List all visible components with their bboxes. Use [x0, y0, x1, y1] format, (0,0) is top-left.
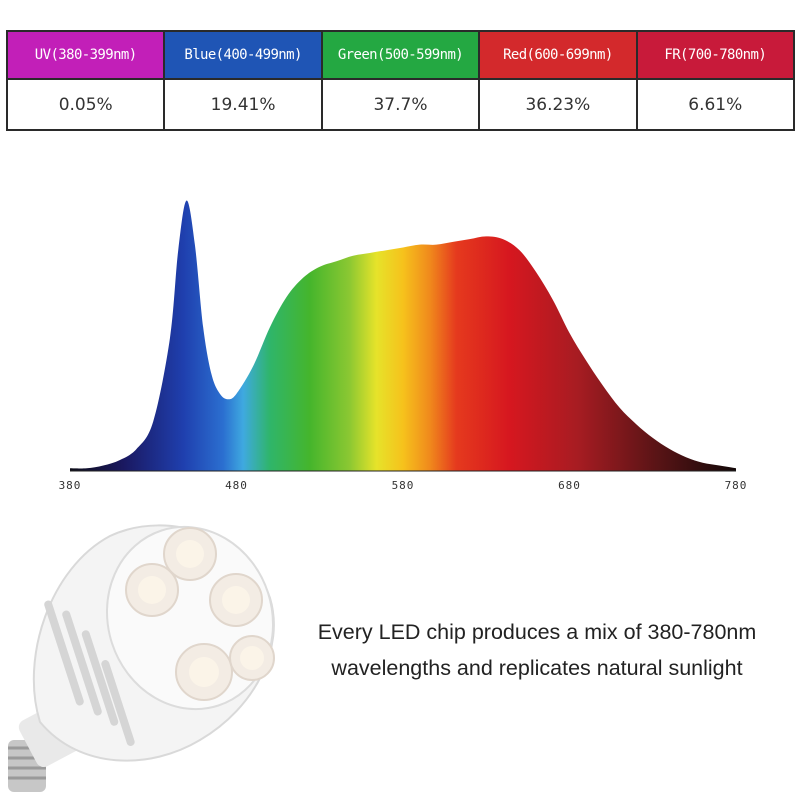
band-header-green: Green(500-599nm)	[320, 30, 481, 80]
bulb-vents	[44, 600, 135, 746]
caption-line-1: Every LED chip produces a mix of 380-780…	[317, 620, 757, 644]
spectrum-value-row: 0.05% 19.41% 37.7% 36.23% 6.61%	[5, 78, 796, 131]
x-tick-label-480: 480	[225, 479, 248, 492]
x-tick-label-780: 780	[725, 479, 748, 492]
band-header-fr: FR(700-780nm)	[635, 30, 796, 80]
band-value-uv: 0.05%	[5, 78, 166, 131]
caption-line-2: wavelengths and replicates natural sunli…	[331, 656, 743, 680]
spectrum-header-row: UV(380-399nm) Blue(400-499nm) Green(500-…	[5, 30, 796, 80]
led-chips	[125, 527, 275, 701]
band-value-green: 37.7%	[320, 78, 481, 131]
spectrum-chart: 380 480 580 680 780	[59, 200, 748, 492]
band-header-blue: Blue(400-499nm)	[163, 30, 323, 80]
caption: Every LED chip produces a mix of 380-780…	[282, 614, 792, 686]
x-axis-ticks: 380 480 580 680 780	[59, 479, 748, 492]
spectrum-table: UV(380-399nm) Blue(400-499nm) Green(500-…	[5, 30, 796, 131]
led-grow-bulb-icon	[8, 524, 275, 792]
band-value-fr: 6.61%	[635, 78, 796, 131]
spectrum-area	[70, 200, 736, 471]
band-value-red: 36.23%	[478, 78, 638, 131]
band-header-uv: UV(380-399nm)	[5, 30, 166, 80]
band-header-red: Red(600-699nm)	[478, 30, 638, 80]
x-tick-label-680: 680	[558, 479, 581, 492]
x-tick-label-580: 580	[392, 479, 415, 492]
band-value-blue: 19.41%	[163, 78, 323, 131]
x-tick-label-380: 380	[59, 479, 82, 492]
